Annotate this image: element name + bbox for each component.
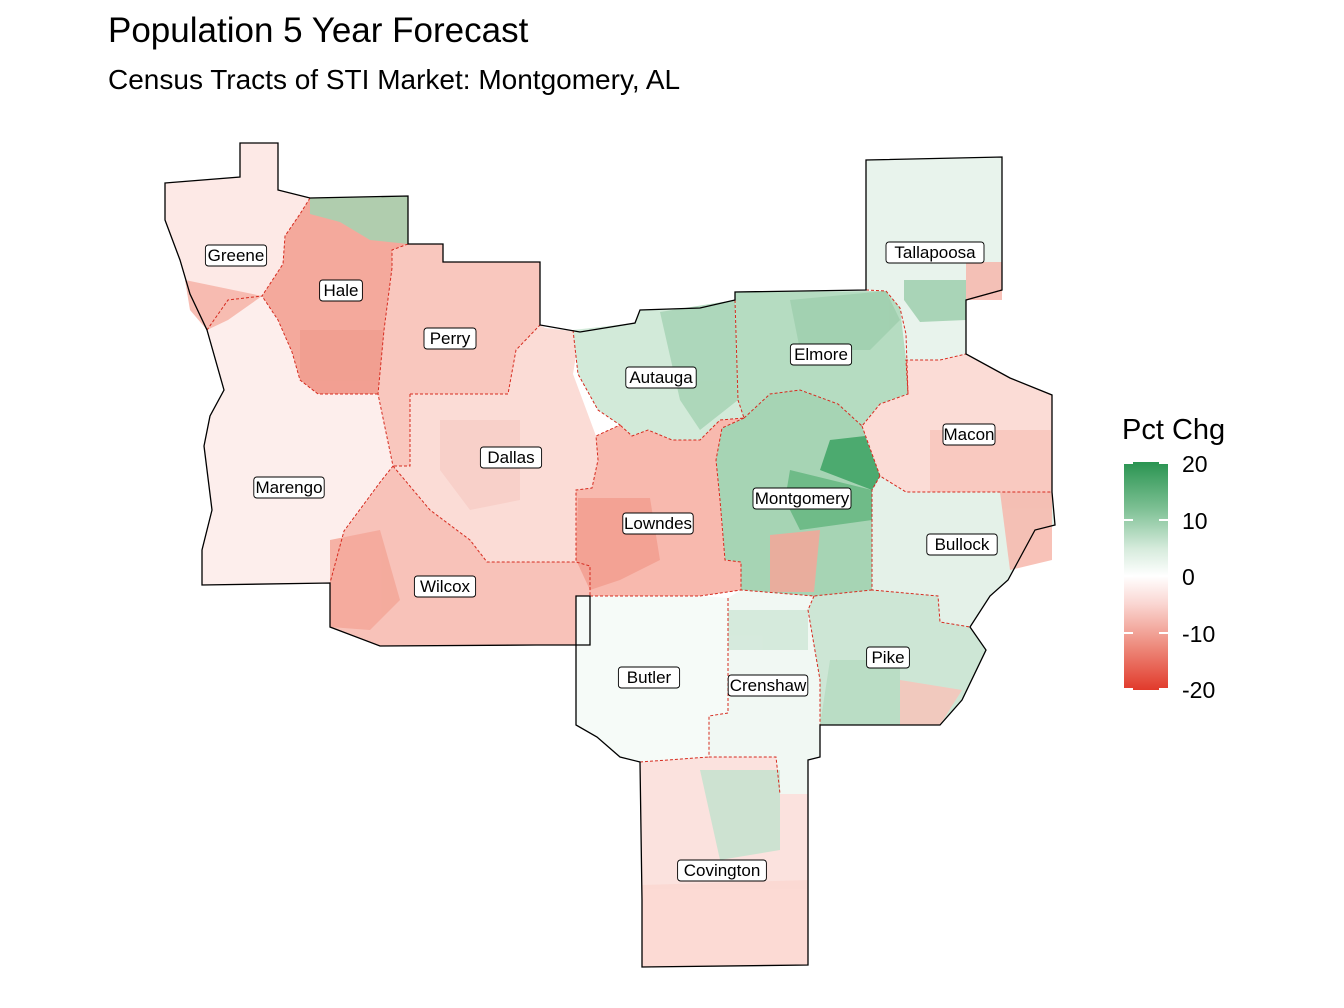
county-label-text: Perry <box>430 329 471 348</box>
county-label-box <box>727 674 809 697</box>
county-label-lowndes: Lowndes <box>622 512 694 535</box>
tract-patch-tallapoosa-mid <box>904 280 966 322</box>
county-label-dallas: Dallas <box>479 446 543 469</box>
county-label-box <box>413 575 477 598</box>
legend-label: 20 <box>1182 451 1208 477</box>
county-label-montgomery: Montgomery <box>752 487 852 510</box>
legend: Pct Chg 20 10 0 -10 -20 <box>1116 412 1276 712</box>
county-label-box <box>204 244 268 267</box>
tract-patch-tallapoosa-east <box>966 262 1002 300</box>
county-label-covington: Covington <box>677 859 767 882</box>
county-label-greene: Greene <box>204 244 268 267</box>
tract-patch-greene-west <box>185 280 262 330</box>
county-label-box <box>942 423 996 446</box>
county-greene <box>165 143 310 330</box>
county-label-box <box>423 327 477 350</box>
county-label-macon: Macon <box>942 423 996 446</box>
county-label-text: Crenshaw <box>730 676 807 695</box>
county-label-perry: Perry <box>423 327 477 350</box>
tract-patch-hale-south <box>300 330 384 394</box>
legend-tick <box>1124 575 1133 577</box>
tract-patch-montgomery-south <box>770 530 820 592</box>
county-label-text: Lowndes <box>624 514 692 533</box>
county-labels: Greene Hale Perry Marengo Dallas Wilcox Autaug… <box>204 241 998 882</box>
county-label-box <box>319 279 363 302</box>
county-label-text: Tallapoosa <box>894 243 976 262</box>
tract-patch-macon-south <box>930 430 1052 492</box>
county-label-text: Wilcox <box>420 577 471 596</box>
county-label-box <box>752 487 852 510</box>
county-label-text: Hale <box>324 281 359 300</box>
county-label-wilcox: Wilcox <box>413 575 477 598</box>
county-label-text: Butler <box>627 668 672 687</box>
county-label-text: Greene <box>208 246 265 265</box>
county-label-text: Marengo <box>255 478 322 497</box>
chart-subtitle: Census Tracts of STI Market: Montgomery,… <box>108 64 681 95</box>
legend-tick <box>1159 575 1168 577</box>
county-label-autauga: Autauga <box>625 366 697 389</box>
chart-title: Population 5 Year Forecast <box>108 11 529 50</box>
legend-tick <box>1159 519 1168 521</box>
county-label-text: Montgomery <box>755 489 850 508</box>
county-label-box <box>622 512 694 535</box>
legend-tick <box>1124 632 1133 634</box>
legend-tick <box>1159 688 1168 690</box>
county-label-text: Elmore <box>794 345 848 364</box>
market-outline <box>164 142 1056 968</box>
legend-label: 10 <box>1182 508 1208 534</box>
legend-title: Pct Chg <box>1122 414 1226 446</box>
legend-tick <box>1159 632 1168 634</box>
county-label-elmore: Elmore <box>789 343 853 366</box>
legend-tick <box>1124 462 1133 464</box>
legend-label: -10 <box>1182 621 1216 647</box>
county-label-box <box>479 446 543 469</box>
tract-patch-montgomery-core <box>820 436 880 490</box>
county-label-box <box>677 859 767 882</box>
county-perry <box>378 244 540 466</box>
tract-patch-hale-north <box>310 196 408 244</box>
tract-patch-covington-center <box>700 770 780 860</box>
county-label-pike: Pike <box>866 646 910 669</box>
legend-tick <box>1124 688 1133 690</box>
county-label-crenshaw: Crenshaw <box>727 674 809 697</box>
county-label-butler: Butler <box>617 666 681 689</box>
county-label-box <box>866 646 910 669</box>
tract-patch-bullock-east <box>1000 492 1052 570</box>
county-label-marengo: Marengo <box>253 476 325 499</box>
tract-patch-pike-south <box>820 660 900 725</box>
county-label-text: Bullock <box>935 535 990 554</box>
tract-patch-covington-south <box>642 880 808 967</box>
county-label-box <box>625 366 697 389</box>
county-label-text: Covington <box>684 861 761 880</box>
county-label-text: Pike <box>871 648 904 667</box>
county-label-hale: Hale <box>319 279 363 302</box>
tract-patch-elmore-north <box>790 291 900 350</box>
tract-patch-wilcox-west <box>330 530 400 630</box>
county-marengo <box>202 296 393 585</box>
county-label-bullock: Bullock <box>926 533 998 556</box>
tract-patch-crenshaw-north <box>728 610 808 650</box>
tract-patches <box>185 196 1052 967</box>
county-label-box <box>789 343 853 366</box>
legend-label: 0 <box>1182 564 1195 590</box>
county-label-box <box>617 666 681 689</box>
county-label-tallapoosa: Tallapoosa <box>885 241 985 264</box>
legend-colorbar <box>1124 462 1168 690</box>
tract-patch-pike-southeast <box>900 680 962 725</box>
county-label-text: Dallas <box>487 448 534 467</box>
legend-tick <box>1159 462 1168 464</box>
county-label-text: Macon <box>943 425 994 444</box>
county-label-box <box>885 241 985 264</box>
county-label-box <box>253 476 325 499</box>
county-label-box <box>926 533 998 556</box>
legend-tick <box>1124 519 1133 521</box>
legend-label: -20 <box>1182 677 1216 703</box>
county-label-text: Autauga <box>629 368 693 387</box>
tract-patch-autauga-east <box>660 300 738 430</box>
